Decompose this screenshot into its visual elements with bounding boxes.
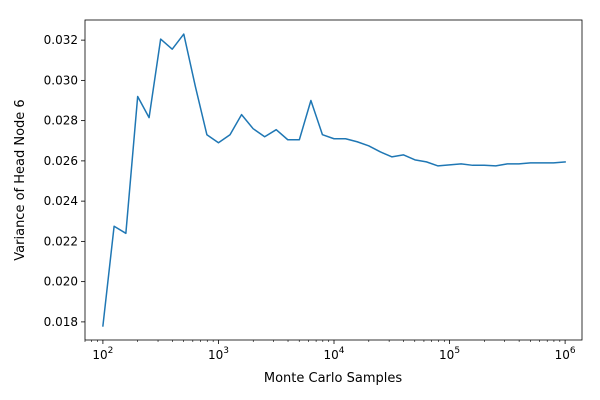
x-tick-label: 104 [323, 346, 344, 362]
x-tick-label-base: 10 [555, 348, 570, 362]
y-tick-label: 0.022 [44, 234, 78, 248]
plot-area-frame [84, 19, 583, 341]
y-tick-label: 0.024 [44, 194, 78, 208]
x-tick-label-base: 10 [323, 348, 338, 362]
x-tick-label-exponent: 2 [108, 346, 114, 356]
y-tick-label: 0.028 [44, 114, 78, 128]
x-tick-label: 102 [92, 346, 113, 362]
x-axis: 102 103 104 105 106 [84, 340, 576, 362]
x-tick-label: 103 [208, 346, 229, 362]
x-tick-label-exponent: 3 [223, 346, 229, 356]
y-tick-label: 0.020 [44, 275, 78, 289]
y-tick-label: 0.030 [44, 73, 78, 87]
y-tick-label: 0.032 [44, 33, 78, 47]
x-axis-label: Monte Carlo Samples [264, 371, 402, 386]
x-tick-label: 106 [555, 346, 576, 362]
x-tick-label-exponent: 4 [339, 346, 345, 356]
y-axis: 0.018 0.020 0.022 0.024 0.026 0.028 0.030 0.032 [44, 33, 85, 329]
series-line [102, 33, 566, 327]
y-axis-label: Variance of Head Node 6 [13, 99, 28, 260]
x-tick-label-base: 10 [439, 348, 454, 362]
y-tick-label: 0.018 [44, 315, 78, 329]
x-tick-label-exponent: 5 [454, 346, 460, 356]
x-tick-label-base: 10 [92, 348, 107, 362]
x-tick-label-exponent: 6 [570, 346, 576, 356]
series-layer [102, 33, 566, 327]
x-tick-label: 105 [439, 346, 460, 362]
x-tick-label-base: 10 [208, 348, 223, 362]
y-tick-label: 0.026 [44, 154, 78, 168]
